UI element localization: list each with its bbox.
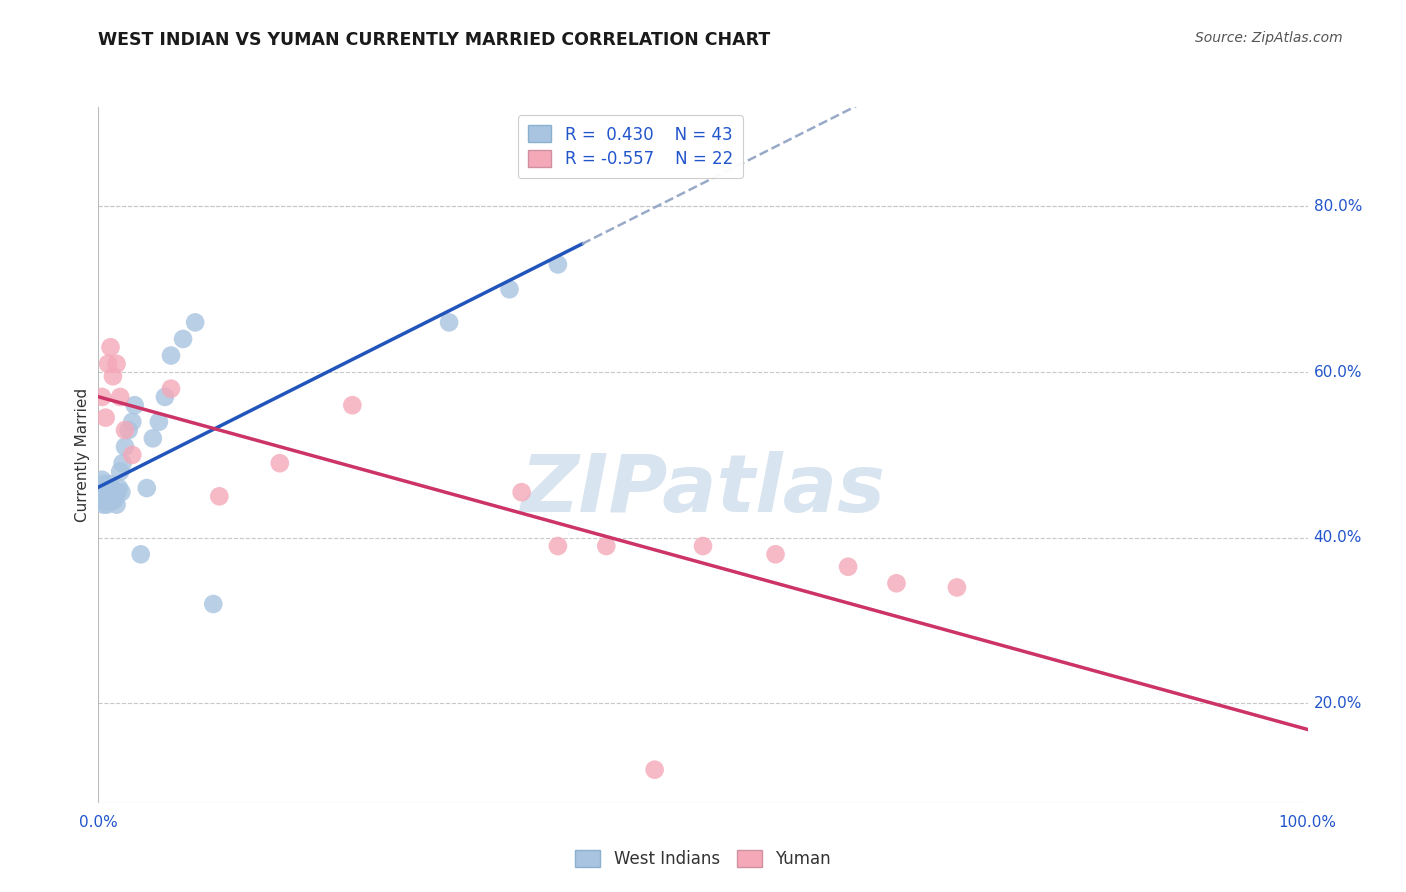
Legend: R =  0.430    N = 43, R = -0.557    N = 22: R = 0.430 N = 43, R = -0.557 N = 22 — [517, 115, 742, 178]
Point — [94, 410, 117, 425]
Point — [94, 493, 117, 508]
Point — [765, 547, 787, 561]
Point — [108, 390, 131, 404]
Text: ZIPatlas: ZIPatlas — [520, 450, 886, 529]
Point — [90, 485, 112, 500]
Point — [342, 398, 364, 412]
Point — [98, 485, 121, 500]
Point — [202, 597, 225, 611]
Point — [269, 456, 291, 470]
Point — [108, 481, 131, 495]
Point — [160, 349, 183, 363]
Point — [96, 498, 118, 512]
Point — [103, 493, 125, 508]
Point — [105, 357, 128, 371]
Point — [121, 448, 143, 462]
Point — [96, 485, 118, 500]
Point — [837, 559, 859, 574]
Point — [91, 498, 114, 512]
Point — [114, 423, 136, 437]
Point — [946, 581, 969, 595]
Point — [129, 547, 152, 561]
Text: 0.0%: 0.0% — [79, 815, 118, 830]
Point — [208, 489, 231, 503]
Point — [108, 465, 131, 479]
Point — [172, 332, 194, 346]
Point — [104, 489, 127, 503]
Text: 40.0%: 40.0% — [1313, 530, 1362, 545]
Point — [100, 340, 122, 354]
Point — [595, 539, 617, 553]
Point — [97, 493, 120, 508]
Point — [437, 315, 460, 329]
Point — [547, 257, 569, 271]
Point — [101, 485, 124, 500]
Point — [91, 473, 114, 487]
Point — [498, 282, 520, 296]
Point — [510, 485, 533, 500]
Point — [100, 485, 122, 500]
Point — [93, 489, 115, 503]
Point — [142, 431, 165, 445]
Point — [97, 489, 120, 503]
Point — [547, 539, 569, 553]
Text: WEST INDIAN VS YUMAN CURRENTLY MARRIED CORRELATION CHART: WEST INDIAN VS YUMAN CURRENTLY MARRIED C… — [98, 31, 770, 49]
Point — [111, 456, 134, 470]
Text: 80.0%: 80.0% — [1313, 199, 1362, 214]
Text: 60.0%: 60.0% — [1313, 365, 1362, 380]
Point — [93, 476, 115, 491]
Point — [101, 369, 124, 384]
Text: Source: ZipAtlas.com: Source: ZipAtlas.com — [1195, 31, 1343, 45]
Point — [105, 498, 128, 512]
Point — [91, 485, 114, 500]
Point — [94, 481, 117, 495]
Point — [692, 539, 714, 553]
Point — [100, 493, 122, 508]
Point — [135, 481, 157, 495]
Point — [98, 476, 121, 491]
Point — [886, 576, 908, 591]
Point — [97, 357, 120, 371]
Point — [124, 398, 146, 412]
Text: 20.0%: 20.0% — [1313, 696, 1362, 711]
Y-axis label: Currently Married: Currently Married — [75, 388, 90, 522]
Point — [91, 390, 114, 404]
Point — [121, 415, 143, 429]
Legend: West Indians, Yuman: West Indians, Yuman — [569, 843, 837, 875]
Point — [100, 489, 122, 503]
Point — [184, 315, 207, 329]
Point — [148, 415, 170, 429]
Point — [118, 423, 141, 437]
Text: 100.0%: 100.0% — [1278, 815, 1337, 830]
Point — [160, 382, 183, 396]
Point — [100, 481, 122, 495]
Point — [107, 485, 129, 500]
Point — [153, 390, 176, 404]
Point — [114, 440, 136, 454]
Point — [644, 763, 666, 777]
Point — [110, 485, 132, 500]
